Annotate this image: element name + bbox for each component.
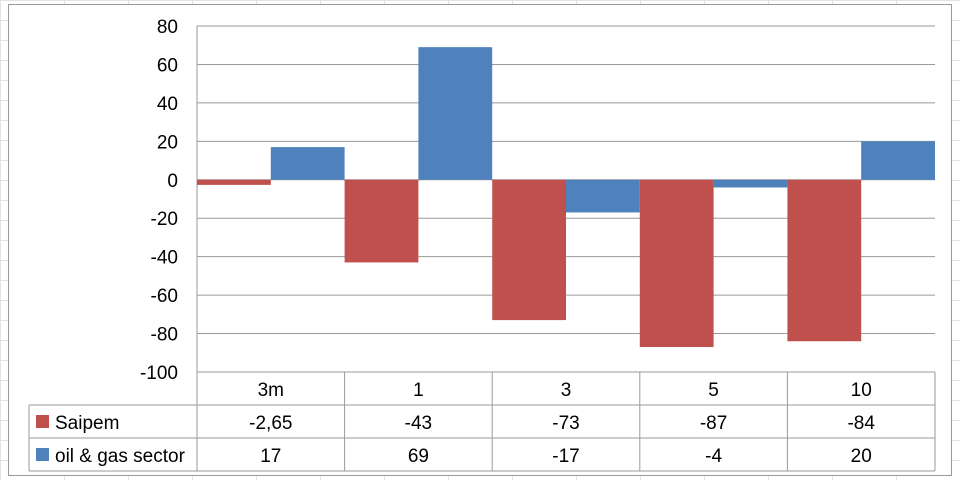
x-tick-label: 5 xyxy=(708,380,719,401)
x-tick-label: 3 xyxy=(561,380,572,401)
bar-oil-gas-1 xyxy=(418,47,493,180)
y-tick-label: 60 xyxy=(157,55,178,76)
table-cell-value: -2,65 xyxy=(249,413,292,434)
x-tick-label: 3m xyxy=(258,380,284,401)
bar-oil-gas-0 xyxy=(270,147,345,180)
y-tick-label: -20 xyxy=(151,209,178,230)
table-cell-value: 69 xyxy=(408,446,429,467)
bar-saipem-2 xyxy=(492,179,566,321)
y-tick-label: -100 xyxy=(140,363,178,384)
x-tick-label: 10 xyxy=(851,380,872,401)
x-tick-label: 1 xyxy=(413,380,424,401)
legend-label: oil & gas sector xyxy=(55,446,186,467)
legend-swatch xyxy=(36,415,49,428)
bar-saipem-4 xyxy=(787,179,862,342)
bar-saipem-3 xyxy=(639,179,714,348)
y-tick-label: -40 xyxy=(151,248,178,269)
legend-label: Saipem xyxy=(55,413,119,434)
legend-swatch xyxy=(36,448,49,461)
table-cell-value: 17 xyxy=(260,446,281,467)
bar-saipem-0 xyxy=(197,179,271,185)
table-cell-value: -84 xyxy=(847,413,875,434)
bar-saipem-1 xyxy=(344,179,419,263)
table-cell-value: -17 xyxy=(552,446,579,467)
y-tick-label: -60 xyxy=(151,286,178,307)
table-cell-value: 20 xyxy=(851,446,872,467)
bar-oil-gas-3 xyxy=(713,179,788,188)
y-tick-label: 80 xyxy=(157,17,178,38)
table-cell-value: -87 xyxy=(700,413,727,434)
table-cell-value: -4 xyxy=(705,446,722,467)
y-tick-label: 40 xyxy=(157,94,178,115)
bar-oil-gas-4 xyxy=(861,141,935,180)
y-tick-label: 20 xyxy=(157,132,178,153)
y-tick-label: 0 xyxy=(167,171,178,192)
table-cell-value: -43 xyxy=(405,413,432,434)
table-cell-value: -73 xyxy=(552,413,579,434)
y-tick-label: -80 xyxy=(151,325,178,346)
bar-oil-gas-2 xyxy=(566,179,640,213)
